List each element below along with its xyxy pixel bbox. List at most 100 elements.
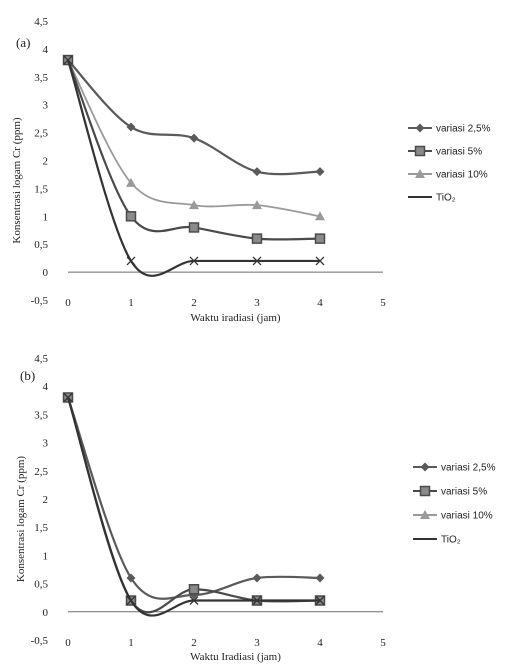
legend-label: TiO₂: [436, 193, 456, 204]
series-4: [63, 393, 325, 617]
x-tick-label: 1: [128, 637, 134, 649]
data-point: [189, 596, 199, 605]
y-tick-label: 4,5: [34, 16, 48, 28]
series-2: [62, 54, 326, 244]
legend-label: variasi 10%: [441, 511, 493, 522]
series-line: [67, 59, 321, 218]
legend-item: variasi 5%: [408, 145, 482, 158]
y-axis-title: Konsentrasi logam Cr (ppm): [15, 456, 27, 583]
series-line: [66, 397, 320, 617]
x-tick-label: 5: [380, 637, 386, 649]
data-point: [189, 200, 199, 210]
x-axis-title: Waktu iradiasi (jam): [190, 312, 280, 324]
y-tick-label: 4: [43, 44, 49, 56]
legend-item: TiO₂: [413, 535, 461, 546]
x-tick-label: 5: [380, 297, 386, 309]
x-tick-label: 4: [317, 297, 323, 309]
series-line: [66, 59, 320, 277]
series-1: [63, 392, 325, 600]
data-point: [126, 596, 136, 605]
y-tick-label: 0: [43, 607, 49, 619]
y-tick-label: 4,5: [34, 353, 48, 365]
series-line: [67, 59, 321, 176]
legend-item: variasi 2,5%: [413, 462, 496, 474]
y-tick-label: 0,5: [34, 239, 48, 251]
data-point: [63, 55, 73, 65]
data-point: [189, 256, 199, 266]
x-tick-label: 0: [65, 637, 71, 649]
x-tick-label: 3: [254, 297, 260, 309]
legend-item: variasi 5%: [413, 485, 487, 498]
y-tick-label: 2,5: [34, 128, 48, 140]
x-tick-label: 3: [254, 637, 260, 649]
y-tick-label: -0,5: [31, 635, 49, 647]
x-tick-label: 1: [128, 297, 134, 309]
data-point: [189, 133, 199, 143]
data-point: [315, 573, 325, 583]
y-tick-label: 3: [43, 100, 49, 112]
series-1: [63, 55, 325, 177]
data-point: [126, 573, 136, 583]
data-point: [126, 256, 136, 266]
data-point: [315, 211, 325, 221]
legend-label: variasi 2,5%: [436, 124, 491, 135]
data-point: [414, 145, 426, 157]
legend-label: variasi 5%: [436, 147, 482, 158]
legend-label: variasi 5%: [441, 487, 487, 498]
chart-panel-1: (a) -0,5 0 0,5 1 1,5 2 2,5 3 3,5 4 4,5 0 1 2 3 4 5 Waktu i…: [11, 16, 491, 324]
legend-item: variasi 10%: [413, 510, 493, 522]
x-tick-label: 0: [65, 297, 71, 309]
panel-label: (b): [20, 368, 35, 383]
data-point: [188, 222, 200, 233]
x-tick-label: 2: [191, 637, 197, 649]
chart-panel-2: (b) -0,5 0 0,5 1 1,5 2 2,5 3 3,5 4 4,5 0 1 2 3 4 5 Waktu I…: [15, 353, 496, 663]
x-axis-title: Waktu Iradiasi (jam): [190, 651, 281, 663]
data-point: [251, 233, 263, 244]
series-3: [63, 392, 325, 614]
data-point: [315, 256, 325, 266]
data-point: [420, 510, 430, 519]
data-point: [126, 177, 136, 187]
y-tick-label: 2,5: [34, 466, 48, 478]
series-line: [67, 397, 321, 614]
y-tick-label: 1,5: [34, 522, 48, 534]
legend-item: variasi 2,5%: [408, 123, 491, 135]
series-line: [66, 59, 321, 241]
series-4: [63, 55, 325, 277]
data-point: [419, 485, 431, 497]
data-point: [315, 596, 325, 605]
panel-label: (a): [16, 35, 30, 50]
series-line: [66, 397, 321, 600]
data-point: [126, 122, 136, 132]
data-point: [188, 583, 200, 595]
data-point: [415, 123, 425, 133]
data-point: [252, 596, 262, 605]
data-point: [252, 167, 262, 177]
y-tick-label: 1,5: [34, 183, 48, 195]
series-line: [66, 397, 321, 614]
y-axis-title: Konsentrasi logam Cr (ppm): [11, 117, 23, 244]
data-point: [420, 462, 430, 472]
y-tick-label: 2: [43, 156, 49, 168]
data-point: [252, 200, 262, 210]
legend-label: variasi 2,5%: [441, 463, 496, 474]
y-tick-label: 3: [43, 438, 49, 450]
y-tick-label: 0: [43, 267, 49, 279]
y-tick-label: 1: [43, 211, 49, 223]
y-tick-label: 1: [43, 550, 49, 562]
x-tick-label: 2: [191, 297, 197, 309]
data-point: [415, 169, 425, 178]
data-point: [63, 393, 73, 402]
legend-item: TiO₂: [408, 193, 456, 204]
data-point: [252, 256, 262, 266]
data-point: [315, 167, 325, 177]
y-tick-label: 3,5: [34, 72, 48, 84]
y-tick-label: 0,5: [34, 579, 48, 591]
y-tick-label: 4: [43, 381, 49, 393]
legend-label: TiO₂: [441, 535, 461, 546]
y-tick-label: -0,5: [31, 295, 49, 307]
series-2: [62, 392, 326, 614]
data-point: [252, 573, 262, 583]
data-point: [314, 233, 326, 244]
